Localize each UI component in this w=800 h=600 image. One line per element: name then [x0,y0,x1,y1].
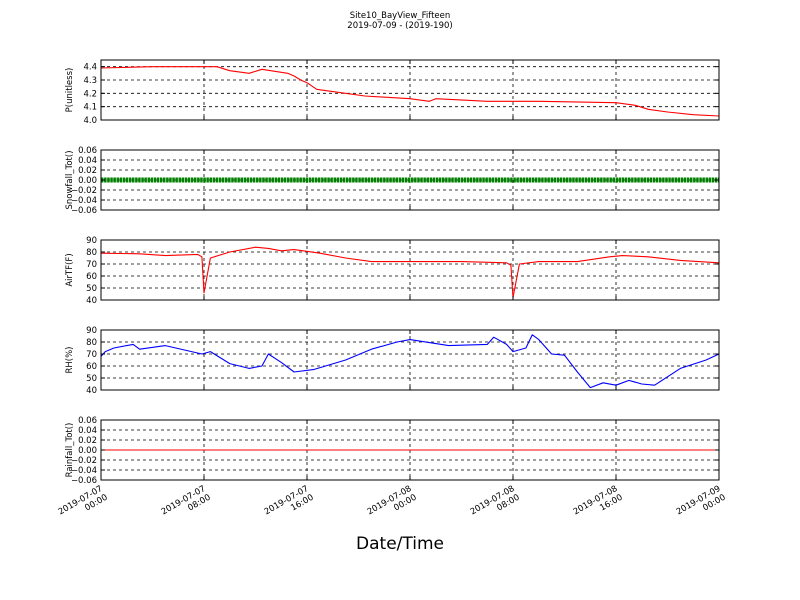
panel-4: 40 50 60 70 80 90 RH(%) [65,326,720,396]
y-tick-label: −0.02 [71,186,97,196]
y-tick-label: 90 [86,236,97,246]
chart-title: Site10_BayView_Fifteen [349,11,451,21]
y-tick-label: 0.00 [78,176,97,186]
y-tick-label: 4.0 [83,116,97,126]
y-tick-label: 0.06 [78,416,97,426]
y-tick-label: −0.02 [71,456,97,466]
y-tick-label: 70 [86,260,97,270]
y-axis-label: Snowfall_Tot() [65,150,75,209]
y-tick-label: 4.3 [83,76,97,86]
y-axis-label: Rainfall_Tot() [65,423,75,478]
y-tick-label: 0.02 [78,166,97,176]
panel-3: 40 50 60 70 80 90 AirTF(F) [65,236,720,306]
series-line [100,246,720,299]
y-tick-label: 4.4 [83,63,97,73]
y-tick-label: −0.06 [71,206,97,216]
y-tick-label: 4.1 [83,103,97,113]
x-tick-label: 2019-07-0800:00 [366,484,419,526]
y-tick-label: 40 [86,296,97,306]
y-tick-label: 50 [86,284,97,294]
y-tick-label: 80 [86,248,97,258]
y-axis-label: P(unitless) [65,68,75,113]
y-tick-label: 60 [86,272,97,282]
series-line [100,334,720,389]
chart-subtitle: 2019-07-09 - (2019-190) [347,21,453,31]
panel-2: −0.06−0.04−0.020.000.020.040.06Snowfall_… [65,146,720,216]
y-tick-label: 90 [86,326,97,336]
y-axis-label: RH(%) [65,346,75,373]
x-tick-label: 2019-07-0816:00 [572,484,625,526]
y-tick-label: 0.06 [78,146,97,156]
panel-1: 4.0 4.1 4.2 4.3 4.4 P(unitless) [65,59,720,126]
y-tick-label: 0.04 [78,156,97,166]
y-tick-label: 50 [86,374,97,384]
y-tick-label: 80 [86,338,97,348]
panel-5: −0.06−0.04−0.020.000.020.040.06Rainfall_… [65,416,720,486]
y-tick-label: 4.2 [83,89,97,99]
y-tick-label: 70 [86,350,97,360]
y-tick-label: −0.04 [71,196,97,206]
y-tick-label: 0.02 [78,436,97,446]
y-tick-label: 40 [86,386,97,396]
x-tick-label: 2019-07-0708:00 [160,484,213,526]
x-tick-label: 2019-07-0716:00 [263,484,316,526]
y-tick-label: −0.04 [71,466,97,476]
y-tick-label: 0.00 [78,446,97,456]
x-tick-label: 2019-07-0808:00 [469,484,522,526]
x-axis-label: Date/Time [356,534,444,554]
y-tick-label: −0.06 [71,476,97,486]
y-tick-label: 60 [86,362,97,372]
series-line [100,66,720,117]
y-tick-label: 0.04 [78,426,97,436]
x-tick-label: 2019-07-0700:00 [57,484,110,526]
x-tick-label: 2019-07-0900:00 [675,484,728,526]
y-axis-label: AirTF(F) [65,253,75,286]
